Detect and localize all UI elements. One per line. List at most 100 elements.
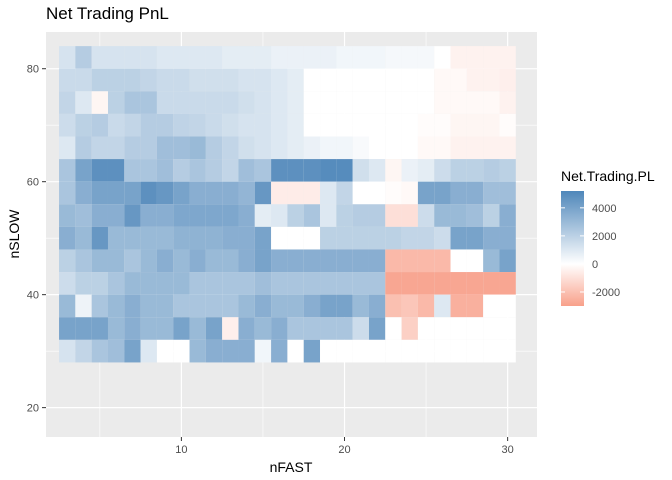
heatmap-cell bbox=[287, 113, 304, 137]
heatmap-cell bbox=[466, 204, 484, 227]
heatmap-cell bbox=[59, 226, 76, 250]
heatmap-cell bbox=[385, 136, 402, 160]
heatmap-cell bbox=[75, 294, 92, 318]
heatmap-cell bbox=[124, 113, 141, 137]
heatmap-cell bbox=[140, 249, 157, 273]
heatmap-cell bbox=[352, 46, 369, 69]
heatmap-cell bbox=[401, 317, 418, 340]
heatmap-cell bbox=[189, 294, 206, 318]
heatmap-cell bbox=[173, 204, 190, 227]
heatmap-cell bbox=[303, 159, 321, 182]
heatmap-cell bbox=[336, 181, 353, 205]
heatmap-cell bbox=[271, 249, 288, 273]
heatmap-cell bbox=[91, 249, 108, 273]
y-tick-label: 60 bbox=[27, 177, 39, 189]
heatmap-cell bbox=[205, 46, 223, 69]
heatmap-cell bbox=[352, 181, 369, 205]
heatmap-cell bbox=[483, 68, 500, 92]
heatmap-cell bbox=[303, 339, 321, 363]
heatmap-cell bbox=[466, 136, 484, 160]
heatmap-cell bbox=[401, 249, 418, 273]
heatmap-cell bbox=[320, 204, 337, 227]
heatmap-cell bbox=[466, 91, 484, 114]
heatmap-cell bbox=[107, 204, 125, 227]
heatmap-cell bbox=[205, 226, 223, 250]
heatmap-cell bbox=[450, 159, 467, 182]
x-axis-title: nFAST bbox=[270, 459, 313, 475]
heatmap-cell bbox=[320, 113, 337, 137]
heatmap-cell bbox=[368, 159, 386, 182]
heatmap-cell bbox=[303, 91, 321, 114]
heatmap-cell bbox=[124, 159, 141, 182]
heatmap-cell bbox=[156, 226, 174, 250]
heatmap-cell bbox=[254, 272, 272, 295]
heatmap-cell bbox=[140, 272, 157, 295]
heatmap-cell bbox=[287, 226, 304, 250]
heatmap-cell bbox=[287, 46, 304, 69]
heatmap-cell bbox=[75, 68, 92, 92]
heatmap-cell bbox=[417, 181, 435, 205]
heatmap-cell bbox=[417, 113, 435, 137]
heatmap-cell bbox=[222, 91, 239, 114]
heatmap-cell bbox=[173, 136, 190, 160]
heatmap-cell bbox=[238, 272, 255, 295]
heatmap-cell bbox=[238, 68, 255, 92]
heatmap-cell bbox=[238, 204, 255, 227]
heatmap-cell bbox=[320, 181, 337, 205]
heatmap-cell bbox=[75, 339, 92, 363]
heatmap-cell bbox=[124, 272, 141, 295]
heatmap-cell bbox=[320, 136, 337, 160]
heatmap-cell bbox=[368, 317, 386, 340]
heatmap-cell bbox=[401, 181, 418, 205]
heatmap-cell bbox=[385, 68, 402, 92]
heatmap-cell bbox=[189, 91, 206, 114]
heatmap-cell bbox=[107, 317, 125, 340]
heatmap-cell bbox=[59, 317, 76, 340]
heatmap-cell bbox=[238, 181, 255, 205]
heatmap-cell bbox=[75, 204, 92, 227]
heatmap-cell bbox=[287, 317, 304, 340]
heatmap-cell bbox=[189, 159, 206, 182]
heatmap-cell bbox=[124, 136, 141, 160]
heatmap-cell bbox=[499, 272, 516, 295]
heatmap-cell bbox=[238, 294, 255, 318]
legend-tick-label: -2000 bbox=[592, 287, 620, 299]
heatmap-cell bbox=[238, 317, 255, 340]
heatmap-cell bbox=[303, 113, 321, 137]
heatmap-cell bbox=[320, 339, 337, 363]
heatmap-cell bbox=[59, 136, 76, 160]
heatmap-cell bbox=[271, 91, 288, 114]
heatmap-cell bbox=[466, 272, 484, 295]
heatmap-cell bbox=[303, 204, 321, 227]
y-axis-title: nSLOW bbox=[6, 209, 22, 259]
legend-tick-label: 2000 bbox=[592, 231, 616, 243]
heatmap-cell bbox=[189, 113, 206, 137]
heatmap-cell bbox=[124, 181, 141, 205]
x-tick-label: 30 bbox=[502, 444, 514, 456]
heatmap-cell bbox=[173, 249, 190, 273]
heatmap-cell bbox=[352, 113, 369, 137]
heatmap-cell bbox=[385, 317, 402, 340]
heatmap-cell bbox=[156, 91, 174, 114]
heatmap-cell bbox=[466, 317, 484, 340]
heatmap-cell bbox=[173, 294, 190, 318]
heatmap-cell bbox=[499, 68, 516, 92]
heatmap-cell bbox=[271, 226, 288, 250]
heatmap-cell bbox=[75, 181, 92, 205]
heatmap-cell bbox=[238, 46, 255, 69]
heatmap-cell bbox=[417, 272, 435, 295]
heatmap-cell bbox=[189, 204, 206, 227]
heatmap-cell bbox=[368, 46, 386, 69]
heatmap-cell bbox=[417, 136, 435, 160]
heatmap-cell bbox=[499, 113, 516, 137]
heatmap-cell bbox=[385, 272, 402, 295]
heatmap-cell bbox=[254, 136, 272, 160]
heatmap-cell bbox=[107, 136, 125, 160]
heatmap-cell bbox=[91, 113, 108, 137]
heatmap-cell bbox=[303, 294, 321, 318]
heatmap-cell bbox=[107, 294, 125, 318]
heatmap-cell bbox=[303, 249, 321, 273]
heatmap-cell bbox=[466, 294, 484, 318]
heatmap-cell bbox=[352, 68, 369, 92]
heatmap-cell bbox=[287, 204, 304, 227]
